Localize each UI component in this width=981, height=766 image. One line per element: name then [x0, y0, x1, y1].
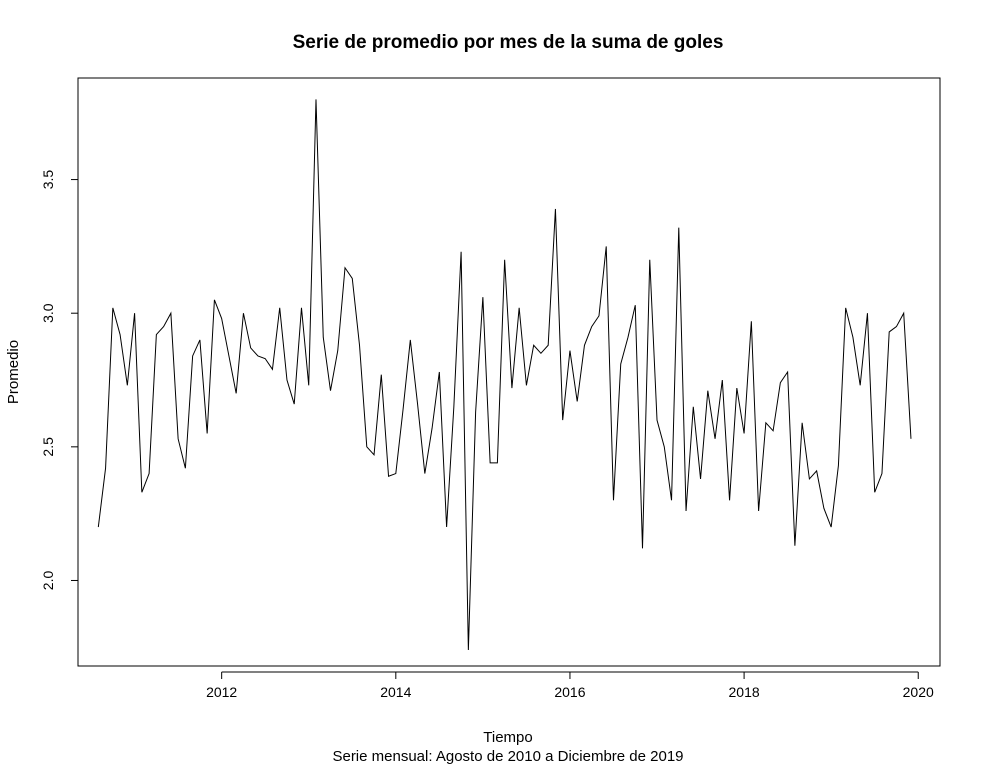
- y-axis-label: Promedio: [5, 340, 22, 404]
- y-tick-label: 2.0: [40, 571, 56, 591]
- x-axis-label: Tiempo: [483, 729, 532, 746]
- y-tick-label: 3.5: [40, 170, 56, 190]
- x-tick-label: 2012: [206, 684, 237, 700]
- series-layer: [97, 99, 912, 650]
- x-tick-label: 2014: [380, 684, 411, 700]
- y-axis: 2.0 2.5 3.0 3.5: [40, 170, 79, 591]
- chart-title: Serie de promedio por mes de la suma de …: [293, 32, 724, 53]
- y-tick-label: 3.0: [40, 303, 56, 323]
- y-tick-label: 2.5: [40, 437, 56, 457]
- chart-subtitle: Serie mensual: Agosto de 2010 a Diciembr…: [332, 748, 683, 765]
- plot-frame: [77, 77, 941, 667]
- x-tick-label: 2020: [903, 684, 934, 700]
- x-tick-label: 2018: [729, 684, 760, 700]
- x-tick-label: 2016: [554, 684, 585, 700]
- series-line-0: [97, 99, 912, 650]
- x-axis: 2012 2014 2016 2018 2020: [206, 671, 934, 700]
